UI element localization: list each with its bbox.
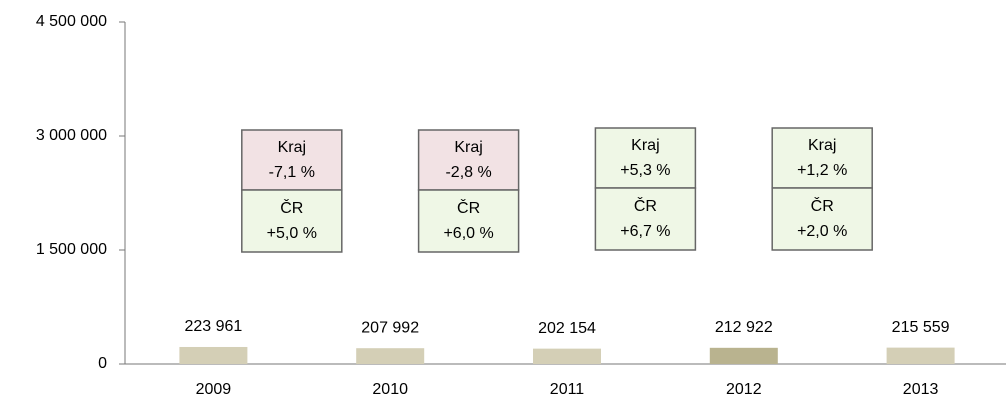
bar (356, 348, 425, 364)
y-tick-label: 0 (98, 355, 107, 372)
cr-box (417, 189, 520, 253)
x-tick-label: 2009 (196, 381, 232, 398)
cr-label: ČR (811, 196, 834, 215)
x-tick-label: 2013 (903, 381, 939, 398)
x-tick-label: 2012 (726, 381, 762, 398)
bar (533, 348, 601, 364)
value-label: 215 559 (892, 319, 950, 336)
kraj-label: Kraj (278, 139, 306, 156)
x-tick-label: 2011 (550, 381, 585, 398)
y-tick-label: 3 000 000 (36, 127, 107, 144)
kraj-label: Kraj (808, 137, 836, 154)
cr-change: +6,0 % (443, 225, 493, 242)
kraj-change: -2,8 % (445, 164, 491, 181)
y-tick-label: 4 500 000 (36, 13, 107, 30)
value-label: 207 992 (361, 319, 419, 336)
kraj-change: -7,1 % (269, 164, 315, 181)
cr-label: ČR (634, 196, 657, 215)
kraj-box (594, 127, 697, 189)
kraj-box (771, 127, 873, 189)
cr-box (771, 187, 873, 251)
cr-label: ČR (457, 198, 480, 217)
kraj-box (417, 129, 520, 191)
kraj-change: +1,2 % (797, 162, 847, 179)
bar (179, 346, 248, 364)
cr-box (594, 187, 697, 251)
value-label: 223 961 (184, 318, 242, 335)
value-label: 202 154 (538, 320, 596, 337)
cr-label: ČR (280, 198, 303, 217)
bar (709, 347, 778, 364)
cr-box (241, 189, 343, 253)
y-tick-label: 1 500 000 (36, 241, 107, 258)
kraj-change: +5,3 % (620, 162, 670, 179)
cr-change: +5,0 % (267, 225, 317, 242)
value-label: 212 922 (715, 319, 773, 336)
cr-change: +6,7 % (620, 223, 670, 240)
bar (886, 347, 955, 364)
kraj-label: Kraj (631, 137, 659, 154)
cr-change: +2,0 % (797, 223, 847, 240)
x-tick-label: 2010 (372, 381, 408, 398)
kraj-label: Kraj (454, 139, 482, 156)
